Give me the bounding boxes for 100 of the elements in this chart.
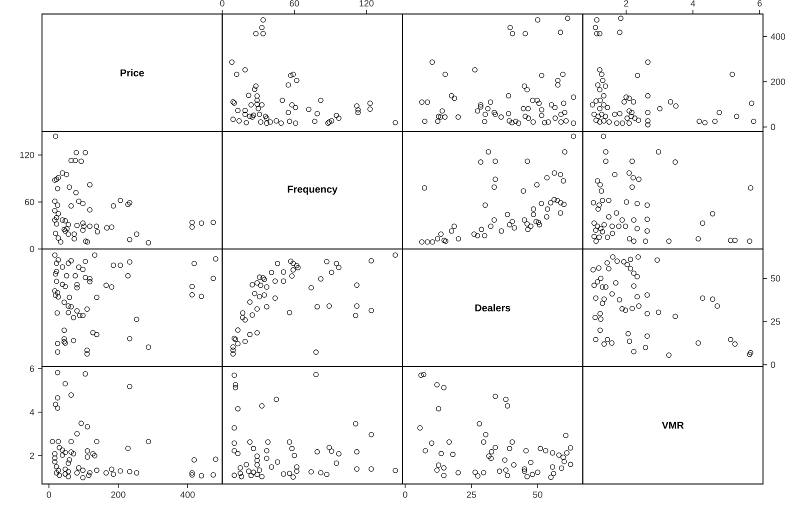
point: [510, 439, 515, 445]
point: [644, 216, 650, 222]
point: [56, 211, 61, 216]
point: [594, 279, 600, 284]
point: [308, 285, 314, 290]
point: [672, 159, 678, 165]
point: [593, 98, 599, 104]
point: [522, 468, 528, 474]
point: [313, 372, 319, 378]
point: [232, 372, 237, 378]
point: [612, 172, 618, 178]
point: [286, 439, 292, 445]
point: [616, 224, 622, 229]
point: [125, 446, 131, 451]
point: [76, 198, 82, 204]
point: [536, 222, 542, 228]
point: [429, 440, 434, 446]
y-tick-label: 120: [20, 152, 34, 158]
point: [64, 226, 70, 232]
point: [503, 467, 508, 473]
point: [68, 449, 74, 455]
point: [441, 472, 446, 478]
point: [645, 60, 650, 65]
point: [536, 220, 542, 225]
point: [92, 453, 98, 458]
point: [656, 310, 662, 315]
point: [54, 395, 60, 400]
point: [606, 214, 612, 220]
point: [602, 296, 607, 302]
point: [533, 218, 539, 224]
point: [590, 267, 596, 272]
point: [492, 158, 498, 164]
point: [622, 308, 628, 313]
point: [631, 349, 636, 354]
point: [353, 312, 358, 318]
point: [68, 203, 74, 209]
point: [146, 438, 152, 444]
point: [334, 112, 340, 118]
point: [522, 466, 528, 472]
point: [644, 228, 650, 234]
point: [593, 295, 598, 301]
point: [268, 119, 273, 125]
point: [558, 172, 564, 178]
point: [254, 458, 260, 464]
point: [486, 149, 492, 154]
point: [286, 110, 291, 116]
point: [367, 106, 373, 112]
point: [242, 108, 248, 114]
point: [336, 264, 342, 270]
point: [246, 468, 252, 474]
point: [81, 224, 87, 229]
point: [66, 231, 71, 237]
point: [478, 159, 484, 165]
point: [306, 106, 312, 112]
point: [481, 470, 486, 476]
point: [634, 274, 640, 280]
point: [253, 83, 259, 89]
text: Dealers: [475, 304, 510, 312]
point: [602, 341, 607, 347]
point: [189, 224, 195, 230]
point: [78, 420, 84, 426]
point: [210, 220, 216, 225]
point: [430, 239, 436, 245]
point: [530, 472, 536, 478]
point: [232, 384, 238, 390]
point: [235, 327, 240, 333]
point: [66, 460, 71, 466]
point: [418, 372, 424, 378]
point: [488, 449, 494, 454]
point: [561, 202, 567, 207]
point: [324, 472, 330, 478]
point: [424, 239, 430, 245]
point: [538, 200, 544, 206]
point: [710, 296, 716, 302]
point: [603, 158, 608, 164]
point: [248, 472, 254, 478]
point: [475, 473, 480, 479]
point: [83, 238, 88, 244]
point: [631, 270, 636, 276]
point: [598, 328, 603, 333]
point: [260, 275, 266, 280]
point: [90, 451, 96, 456]
point: [728, 238, 734, 243]
point: [645, 118, 650, 124]
point: [601, 102, 606, 108]
point: [645, 110, 650, 116]
point: [268, 270, 274, 276]
point: [54, 186, 60, 192]
point: [238, 474, 244, 480]
point: [328, 448, 334, 454]
x-tick-label: 200: [111, 492, 126, 498]
point: [434, 467, 440, 473]
point: [450, 452, 456, 458]
point: [247, 299, 253, 305]
point: [234, 72, 240, 77]
point: [80, 220, 86, 226]
point: [520, 188, 526, 194]
point: [523, 448, 529, 454]
point: [597, 87, 602, 92]
point: [94, 468, 100, 473]
